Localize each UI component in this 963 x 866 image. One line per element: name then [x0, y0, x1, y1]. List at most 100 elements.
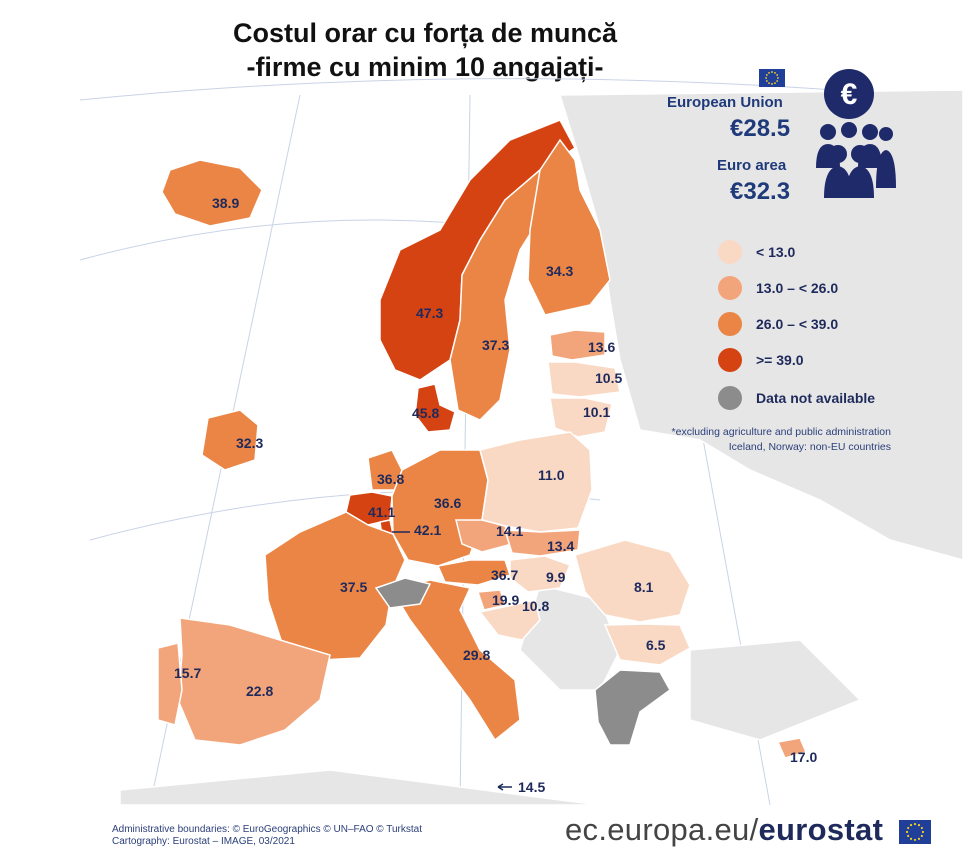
value-label-malta: 14.5 [518, 779, 545, 795]
eu-star [771, 71, 773, 73]
region-latvia [547, 361, 621, 398]
value-label-portugal: 15.7 [174, 665, 201, 681]
value-label-luxembourg: 42.1 [414, 522, 441, 538]
legend-item: 13.0 – < 26.0 [718, 276, 838, 300]
value-label-slovakia: 13.4 [547, 538, 574, 554]
value-label-belgium: 41.1 [368, 504, 395, 520]
eu-star [920, 826, 923, 830]
credits: Administrative boundaries: © EuroGeograp… [112, 824, 422, 848]
region-italy [390, 579, 521, 742]
legend-item: 26.0 – < 39.0 [718, 312, 838, 336]
footnote-line-1: *excluding agriculture and public admini… [671, 426, 891, 438]
region-switzerland-not-available [374, 577, 432, 609]
eu-star [920, 834, 923, 838]
eu-star [909, 837, 913, 840]
region-france [264, 511, 406, 661]
malta-pointer-arrow [497, 783, 512, 791]
value-label-finland: 34.3 [546, 263, 573, 279]
eu-star [774, 82, 776, 85]
value-label-croatia: 10.8 [522, 598, 549, 614]
svg-text:€: € [841, 78, 858, 111]
region-greece-not-available [594, 669, 671, 746]
region-ireland [201, 409, 259, 471]
legend-swatch [718, 276, 742, 300]
country-shapes [157, 119, 808, 759]
legend-item: Data not available [718, 386, 875, 410]
legend-item: < 13.0 [718, 240, 795, 264]
legend-label: >= 39.0 [756, 352, 804, 368]
legend-item: >= 39.0 [718, 348, 804, 372]
value-label-bulgaria: 6.5 [646, 637, 666, 653]
legend-swatch [718, 312, 742, 336]
value-label-norway: 47.3 [416, 305, 443, 321]
region-estonia [549, 329, 606, 361]
eu-star [913, 823, 917, 826]
legend-label: < 13.0 [756, 244, 796, 260]
region-slovenia [476, 589, 508, 611]
eu-star [768, 82, 770, 85]
eu-value: €28.5 [730, 115, 791, 142]
value-label-austria: 36.7 [491, 567, 518, 583]
eu-star [765, 80, 768, 82]
legend-swatch [718, 348, 742, 372]
eu-label: European Union [667, 94, 783, 111]
eurostat-brand: ec.europa.eu/eurostat [565, 812, 883, 848]
value-label-sweden: 37.3 [482, 337, 509, 353]
eu-star [771, 83, 773, 85]
value-label-france: 37.5 [340, 579, 367, 595]
value-label-lithuania: 10.1 [583, 404, 610, 420]
credits-line-1: Administrative boundaries: © EuroGeograp… [112, 824, 423, 835]
eu-stars-ring [765, 71, 779, 85]
value-label-germany: 36.6 [434, 495, 461, 511]
eu-stars-ring [906, 823, 924, 841]
eu-star [776, 74, 779, 76]
value-label-estonia: 13.6 [588, 339, 615, 355]
eu-star [774, 71, 776, 74]
legend-label: 26.0 – < 39.0 [756, 316, 839, 332]
eu-star [765, 77, 767, 79]
eu-star [777, 77, 779, 79]
value-label-spain: 22.8 [246, 683, 273, 699]
eurostat-flag-icon [899, 820, 931, 844]
eu-star [906, 830, 909, 834]
eu-star [776, 80, 779, 82]
region-bulgaria [603, 623, 691, 666]
region-cyprus [776, 737, 808, 759]
brand-name: eurostat [758, 812, 884, 847]
region-romania [574, 539, 691, 623]
region-denmark [414, 383, 456, 433]
value-label-cyprus: 17.0 [790, 749, 817, 765]
legend-label: 13.0 – < 26.0 [756, 280, 839, 296]
legend-label: Data not available [756, 390, 876, 406]
euro-workers-icon: € [816, 69, 896, 198]
region-iceland [161, 159, 263, 227]
value-label-latvia: 10.5 [595, 370, 622, 386]
value-label-netherlands: 36.8 [377, 471, 404, 487]
eu-star [768, 71, 770, 74]
region-hungary [509, 555, 572, 593]
euro-area-value: €32.3 [730, 178, 791, 205]
region-finland [527, 138, 611, 316]
region-croatia [478, 599, 541, 641]
value-label-slovenia: 19.9 [492, 592, 519, 608]
credits-line-2: Cartography: Eurostat – IMAGE, 03/2021 [112, 836, 295, 847]
value-label-iceland: 38.9 [212, 195, 239, 211]
region-poland [479, 431, 593, 533]
value-label-poland: 11.0 [538, 467, 565, 483]
eu-star [765, 74, 768, 76]
legend-swatch [718, 386, 742, 410]
eu-star [907, 834, 910, 838]
legend-swatch [718, 240, 742, 264]
brand-prefix: ec.europa.eu/ [565, 812, 759, 847]
eu-star [921, 830, 924, 834]
value-label-denmark: 45.8 [412, 405, 439, 421]
value-label-czechia: 14.1 [496, 523, 523, 539]
region-portugal [157, 642, 183, 726]
eu-star [907, 826, 910, 830]
value-labels: 38.9 47.3 37.3 34.3 13.6 10.5 10.1 45.8 32.3 36.8… [174, 195, 817, 795]
region-slovakia [503, 529, 581, 557]
value-label-italy: 29.8 [463, 647, 490, 663]
eu-star [917, 824, 921, 827]
value-label-hungary: 9.9 [546, 569, 566, 585]
